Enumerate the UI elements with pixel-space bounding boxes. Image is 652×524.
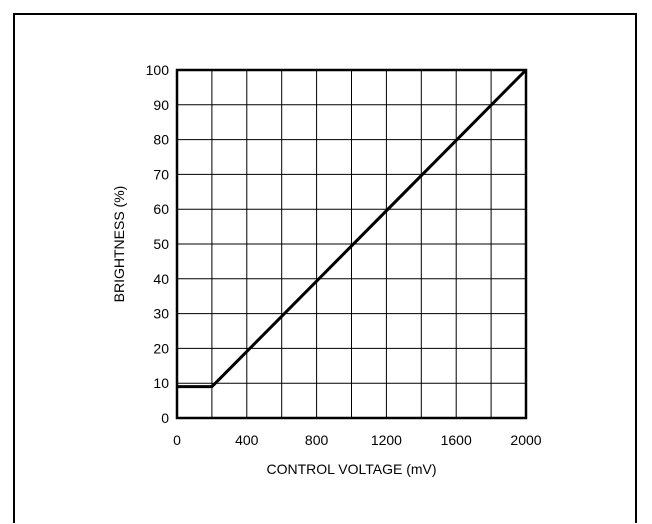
y-tick-label: 50: [153, 236, 169, 252]
x-tick-label: 1600: [441, 432, 472, 448]
x-tick-label: 800: [305, 432, 329, 448]
x-tick-label: 400: [235, 432, 259, 448]
x-tick-label: 2000: [510, 432, 541, 448]
y-tick-label: 80: [153, 132, 169, 148]
y-axis-title: BRIGHTNESS (%): [111, 186, 127, 303]
plot-border: [175, 68, 528, 420]
x-tick-labels: 0 400 800 1200 1600 2000: [173, 432, 542, 448]
y-tick-label: 40: [153, 271, 169, 287]
y-tick-label: 10: [153, 375, 169, 391]
y-tick-label: 70: [153, 166, 169, 182]
x-tick-label: 1200: [371, 432, 402, 448]
x-tick-label: 0: [173, 432, 181, 448]
y-tick-label: 30: [153, 306, 169, 322]
y-tick-label: 20: [153, 340, 169, 356]
y-tick-labels: 0 10 20 30 40 50 60 70 80 90 100: [146, 62, 170, 426]
series-group: [177, 68, 528, 389]
chart-frame: [13, 13, 637, 523]
y-tick-label: 60: [153, 201, 169, 217]
y-tick-label: 0: [161, 410, 169, 426]
y-tick-label: 90: [153, 97, 169, 113]
x-axis-title: CONTROL VOLTAGE (mV): [266, 461, 436, 477]
series-line: [177, 68, 528, 389]
y-tick-label: 100: [146, 62, 170, 78]
